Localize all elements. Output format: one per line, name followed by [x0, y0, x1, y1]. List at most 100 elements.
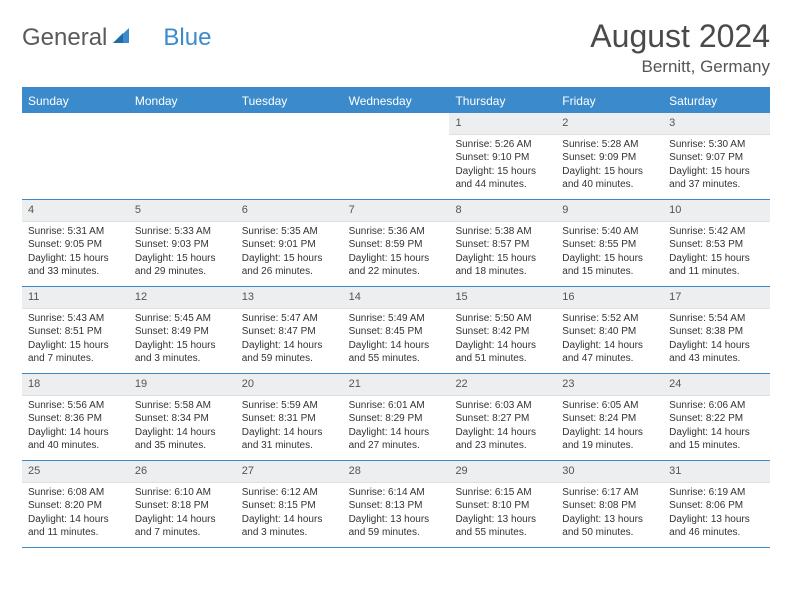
day-number: 22 [449, 374, 556, 396]
day-content: Sunrise: 5:59 AMSunset: 8:31 PMDaylight:… [236, 396, 343, 457]
day-number: 3 [663, 113, 770, 135]
day-number: 25 [22, 461, 129, 483]
day-content: Sunrise: 5:35 AMSunset: 9:01 PMDaylight:… [236, 222, 343, 283]
sunrise-line: Sunrise: 5:30 AM [669, 138, 764, 152]
sunrise-line: Sunrise: 6:17 AM [562, 486, 657, 500]
day-number: 5 [129, 200, 236, 222]
daylight-line-1: Daylight: 15 hours [455, 165, 550, 179]
day-of-week-header: Wednesday [343, 89, 450, 113]
sunset-line: Sunset: 8:27 PM [455, 412, 550, 426]
sunset-line: Sunset: 8:20 PM [28, 499, 123, 513]
daylight-line-2: and 59 minutes. [242, 352, 337, 366]
sunset-line: Sunset: 8:55 PM [562, 238, 657, 252]
calendar-day-cell: 27Sunrise: 6:12 AMSunset: 8:15 PMDayligh… [236, 461, 343, 547]
day-of-week-header: Sunday [22, 89, 129, 113]
calendar-day-cell: 16Sunrise: 5:52 AMSunset: 8:40 PMDayligh… [556, 287, 663, 373]
calendar-day-cell: 14Sunrise: 5:49 AMSunset: 8:45 PMDayligh… [343, 287, 450, 373]
sunrise-line: Sunrise: 6:12 AM [242, 486, 337, 500]
day-content: Sunrise: 6:15 AMSunset: 8:10 PMDaylight:… [449, 483, 556, 544]
day-content: Sunrise: 5:47 AMSunset: 8:47 PMDaylight:… [236, 309, 343, 370]
day-content: Sunrise: 6:19 AMSunset: 8:06 PMDaylight:… [663, 483, 770, 544]
day-number [343, 113, 450, 134]
daylight-line-2: and 37 minutes. [669, 178, 764, 192]
daylight-line-2: and 19 minutes. [562, 439, 657, 453]
calendar-day-cell [343, 113, 450, 199]
sunrise-line: Sunrise: 5:28 AM [562, 138, 657, 152]
calendar-day-cell: 29Sunrise: 6:15 AMSunset: 8:10 PMDayligh… [449, 461, 556, 547]
day-content: Sunrise: 5:54 AMSunset: 8:38 PMDaylight:… [663, 309, 770, 370]
daylight-line-1: Daylight: 14 hours [242, 426, 337, 440]
calendar-week-row: 4Sunrise: 5:31 AMSunset: 9:05 PMDaylight… [22, 200, 770, 287]
day-number: 29 [449, 461, 556, 483]
sunrise-line: Sunrise: 6:08 AM [28, 486, 123, 500]
day-number: 12 [129, 287, 236, 309]
sunrise-line: Sunrise: 6:03 AM [455, 399, 550, 413]
calendar-body: 1Sunrise: 5:26 AMSunset: 9:10 PMDaylight… [22, 113, 770, 548]
sunset-line: Sunset: 8:08 PM [562, 499, 657, 513]
day-content: Sunrise: 6:17 AMSunset: 8:08 PMDaylight:… [556, 483, 663, 544]
day-content: Sunrise: 6:14 AMSunset: 8:13 PMDaylight:… [343, 483, 450, 544]
daylight-line-2: and 15 minutes. [669, 439, 764, 453]
sunrise-line: Sunrise: 5:50 AM [455, 312, 550, 326]
day-content: Sunrise: 5:50 AMSunset: 8:42 PMDaylight:… [449, 309, 556, 370]
calendar-day-cell: 13Sunrise: 5:47 AMSunset: 8:47 PMDayligh… [236, 287, 343, 373]
sunset-line: Sunset: 8:18 PM [135, 499, 230, 513]
sunset-line: Sunset: 9:09 PM [562, 151, 657, 165]
day-content: Sunrise: 5:42 AMSunset: 8:53 PMDaylight:… [663, 222, 770, 283]
calendar-week-row: 11Sunrise: 5:43 AMSunset: 8:51 PMDayligh… [22, 287, 770, 374]
day-number: 26 [129, 461, 236, 483]
daylight-line-1: Daylight: 14 hours [28, 426, 123, 440]
day-of-week-header: Friday [556, 89, 663, 113]
sunset-line: Sunset: 9:01 PM [242, 238, 337, 252]
daylight-line-1: Daylight: 15 hours [28, 252, 123, 266]
daylight-line-1: Daylight: 14 hours [242, 513, 337, 527]
daylight-line-2: and 18 minutes. [455, 265, 550, 279]
sunset-line: Sunset: 8:34 PM [135, 412, 230, 426]
calendar-day-cell: 28Sunrise: 6:14 AMSunset: 8:13 PMDayligh… [343, 461, 450, 547]
daylight-line-2: and 26 minutes. [242, 265, 337, 279]
daylight-line-1: Daylight: 14 hours [562, 339, 657, 353]
calendar-week-row: 1Sunrise: 5:26 AMSunset: 9:10 PMDaylight… [22, 113, 770, 200]
day-of-week-header: Monday [129, 89, 236, 113]
day-content: Sunrise: 5:45 AMSunset: 8:49 PMDaylight:… [129, 309, 236, 370]
calendar-day-cell: 18Sunrise: 5:56 AMSunset: 8:36 PMDayligh… [22, 374, 129, 460]
calendar-week-row: 25Sunrise: 6:08 AMSunset: 8:20 PMDayligh… [22, 461, 770, 548]
daylight-line-2: and 27 minutes. [349, 439, 444, 453]
calendar-day-cell: 17Sunrise: 5:54 AMSunset: 8:38 PMDayligh… [663, 287, 770, 373]
calendar-day-cell: 9Sunrise: 5:40 AMSunset: 8:55 PMDaylight… [556, 200, 663, 286]
sunrise-line: Sunrise: 6:01 AM [349, 399, 444, 413]
sunrise-line: Sunrise: 5:58 AM [135, 399, 230, 413]
calendar-day-cell: 25Sunrise: 6:08 AMSunset: 8:20 PMDayligh… [22, 461, 129, 547]
day-content: Sunrise: 6:06 AMSunset: 8:22 PMDaylight:… [663, 396, 770, 457]
calendar-day-cell: 19Sunrise: 5:58 AMSunset: 8:34 PMDayligh… [129, 374, 236, 460]
day-number: 18 [22, 374, 129, 396]
day-content: Sunrise: 6:05 AMSunset: 8:24 PMDaylight:… [556, 396, 663, 457]
calendar-day-cell: 22Sunrise: 6:03 AMSunset: 8:27 PMDayligh… [449, 374, 556, 460]
day-content: Sunrise: 6:03 AMSunset: 8:27 PMDaylight:… [449, 396, 556, 457]
calendar-day-cell [129, 113, 236, 199]
daylight-line-2: and 15 minutes. [562, 265, 657, 279]
daylight-line-1: Daylight: 14 hours [349, 426, 444, 440]
calendar-day-cell: 21Sunrise: 6:01 AMSunset: 8:29 PMDayligh… [343, 374, 450, 460]
day-of-week-header-row: SundayMondayTuesdayWednesdayThursdayFrid… [22, 89, 770, 113]
daylight-line-2: and 35 minutes. [135, 439, 230, 453]
day-content: Sunrise: 5:52 AMSunset: 8:40 PMDaylight:… [556, 309, 663, 370]
day-number: 2 [556, 113, 663, 135]
calendar-day-cell: 10Sunrise: 5:42 AMSunset: 8:53 PMDayligh… [663, 200, 770, 286]
page-subtitle: Bernitt, Germany [590, 57, 770, 77]
day-content: Sunrise: 6:12 AMSunset: 8:15 PMDaylight:… [236, 483, 343, 544]
day-number: 17 [663, 287, 770, 309]
sunset-line: Sunset: 8:38 PM [669, 325, 764, 339]
calendar-day-cell: 5Sunrise: 5:33 AMSunset: 9:03 PMDaylight… [129, 200, 236, 286]
sunset-line: Sunset: 8:24 PM [562, 412, 657, 426]
logo-sail-icon [111, 24, 133, 52]
calendar-day-cell [236, 113, 343, 199]
day-content: Sunrise: 6:08 AMSunset: 8:20 PMDaylight:… [22, 483, 129, 544]
day-number [22, 113, 129, 134]
daylight-line-2: and 31 minutes. [242, 439, 337, 453]
sunset-line: Sunset: 8:49 PM [135, 325, 230, 339]
day-number: 10 [663, 200, 770, 222]
day-number: 31 [663, 461, 770, 483]
calendar-day-cell: 30Sunrise: 6:17 AMSunset: 8:08 PMDayligh… [556, 461, 663, 547]
daylight-line-2: and 40 minutes. [28, 439, 123, 453]
